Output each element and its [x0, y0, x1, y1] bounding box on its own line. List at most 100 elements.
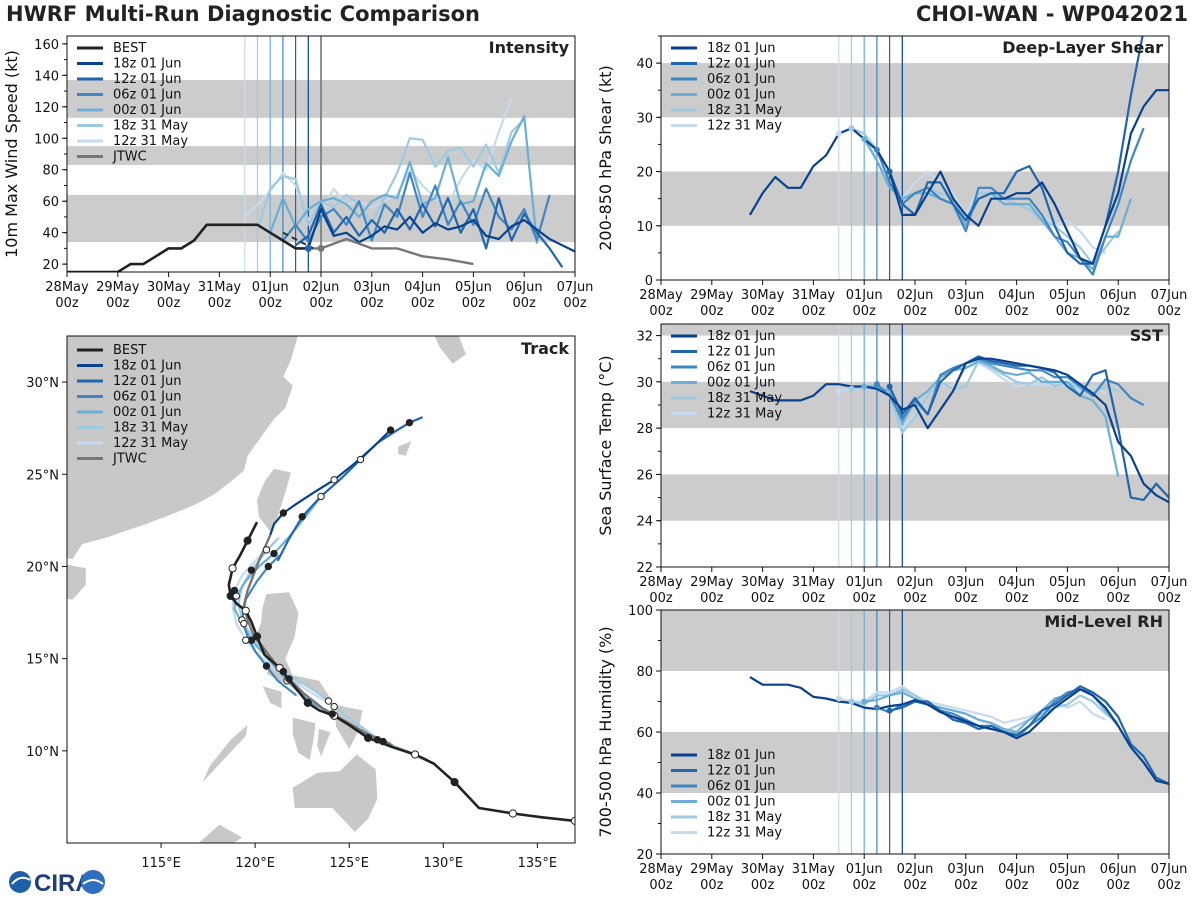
mindoro-island	[262, 686, 282, 709]
shear-ytick-label: 10	[636, 220, 653, 235]
shear-ytick-label: 20	[636, 166, 653, 181]
rh-xtick-label-hour: 00z	[802, 878, 826, 893]
track-xtick-label: 130°E	[424, 856, 464, 871]
track-best-marker	[570, 816, 575, 825]
track-forecast-marker-12z-31-may	[230, 586, 239, 595]
sst-xtick-label-hour: 00z	[700, 591, 724, 606]
track-forecast-marker-12z-31-may	[330, 702, 338, 711]
sst-band-0	[661, 474, 1169, 521]
track-xtick-label: 125°E	[329, 856, 369, 871]
shear-legend-label-12z-31-may: 12z 31 May	[707, 119, 782, 134]
track-legend-label-jtwc: JTWC	[112, 452, 147, 467]
track-forecast-marker-18z-01-jun	[279, 509, 288, 517]
track-forecast-marker-18z-31-may	[279, 667, 288, 676]
intensity-xtick-label-hour: 00z	[309, 296, 333, 311]
sst-ytick-label: 32	[636, 330, 653, 345]
rh-xtick-label-hour: 00z	[1107, 878, 1131, 893]
shear-start-marker-12z-01-jun	[886, 168, 893, 175]
track-forecast-marker-06z-01-jun	[262, 662, 271, 670]
sst-legend-label-18z-31-may: 18z 31 May	[707, 391, 782, 406]
sst-start-marker-18z-31-may	[848, 385, 855, 392]
logo-emblem-icon	[81, 870, 105, 894]
sst-xtick-label-hour: 00z	[649, 591, 673, 606]
rh-series-12z-31-may	[838, 685, 1106, 725]
track-series-18z-01-jun	[269, 429, 392, 536]
shear-legend-label-18z-01-jun: 18z 01 Jun	[707, 41, 776, 56]
shear-panel-title: Deep-Layer Shear	[1002, 38, 1163, 57]
intensity-legend-label-18z-01-jun: 18z 01 Jun	[113, 57, 182, 72]
shear-legend-label-00z-01-jun: 00z 01 Jun	[707, 88, 776, 103]
rh-xtick-label-day: 03Jun	[947, 862, 984, 877]
track-forecast-marker-00z-01-jun	[328, 710, 336, 718]
shear-xtick-label-day: 06Jun	[1100, 288, 1137, 303]
rh-series-18z-01-jun	[749, 676, 1169, 785]
intensity-ytick-label: 160	[34, 38, 59, 53]
intensity-panel: 2040608010012014016028May00z29May00z30Ma…	[2, 35, 593, 311]
rh-ytick-label: 20	[636, 848, 653, 863]
intensity-xtick-label-hour: 00z	[462, 296, 486, 311]
track-ytick-label: 15°N	[26, 653, 59, 668]
intensity-ytick-label: 100	[34, 132, 59, 147]
track-best-marker	[252, 632, 262, 641]
intensity-xtick-label-day: 03Jun	[353, 280, 390, 295]
shear-start-marker-00z-01-jun	[861, 136, 868, 143]
intensity-series-12z-31-may	[244, 97, 513, 222]
rh-ytick-label: 60	[636, 726, 653, 741]
intensity-series-18z-31-may	[256, 118, 525, 230]
rh-start-marker-00z-01-jun	[861, 698, 868, 705]
track-series-06z-01-jun	[240, 554, 298, 697]
rh-legend-label-06z-01-jun: 06z 01 Jun	[707, 779, 776, 794]
sst-xtick-label-hour: 00z	[954, 591, 978, 606]
intensity-xtick-label-day: 31May	[198, 280, 242, 295]
intensity-panel-title: Intensity	[489, 38, 570, 57]
rh-panel: 2040608010028May00z29May00z30May00z31May…	[596, 604, 1187, 893]
sst-xtick-label-day: 03Jun	[947, 575, 984, 590]
track-ytick-label: 20°N	[26, 560, 59, 575]
rh-xtick-label-hour: 00z	[954, 878, 978, 893]
sst-xtick-label-hour: 00z	[1107, 591, 1131, 606]
shear-ytick-label: 30	[636, 111, 653, 126]
shear-start-marker-12z-31-may	[835, 130, 842, 137]
intensity-series-00z-01-jun	[269, 115, 538, 244]
rh-ylabel: 700-500 hPa Humidity (%)	[596, 626, 615, 837]
track-best-marker	[228, 564, 237, 573]
track-forecast-marker-18z-01-jun	[386, 426, 395, 434]
samar-leyte-island	[334, 704, 363, 749]
track-best-marker	[243, 536, 252, 545]
intensity-best-dashed	[282, 231, 314, 250]
sst-ylabel: Sea Surface Temp (°C)	[596, 355, 615, 535]
intensity-series-jtwc	[308, 237, 474, 266]
shear-series-06z-01-jun	[875, 127, 1145, 276]
land-masses	[67, 336, 466, 843]
shear-xtick-label-hour: 00z	[954, 304, 978, 319]
shear-ylabel: 200-850 hPa Shear (kt)	[596, 65, 615, 251]
intensity-xtick-label-hour: 00z	[208, 296, 232, 311]
cebu-island	[317, 728, 331, 757]
rh-ytick-label: 100	[628, 604, 653, 619]
rh-ytick-label: 40	[636, 787, 653, 802]
intensity-ytick-label: 120	[34, 101, 59, 116]
sst-legend-label-12z-31-may: 12z 31 May	[707, 407, 782, 422]
rh-xtick-label-hour: 00z	[853, 878, 877, 893]
rh-xtick-label-day: 29May	[690, 862, 734, 877]
shear-xtick-label-day: 03Jun	[947, 288, 984, 303]
shear-xtick-label-hour: 00z	[1157, 304, 1181, 319]
track-forecast-marker-12z-01-jun	[298, 512, 306, 521]
intensity-ytick-label: 140	[34, 69, 59, 84]
rh-start-marker-12z-01-jun	[886, 707, 893, 714]
intensity-xtick-label-day: 28May	[45, 280, 89, 295]
track-forecast-marker-12z-31-may	[379, 737, 387, 746]
sst-ytick-label: 22	[636, 561, 653, 576]
sst-xtick-label-day: 07Jun	[1151, 575, 1188, 590]
mainland-china	[67, 336, 298, 560]
shear-xtick-label-day: 02Jun	[897, 288, 934, 303]
rh-band-0	[661, 732, 1169, 793]
shear-xtick-label-hour: 00z	[853, 304, 877, 319]
rh-ytick-label: 80	[636, 665, 653, 680]
sst-start-marker-06z-01-jun	[873, 381, 880, 388]
rh-xtick-label-day: 01Jun	[846, 862, 883, 877]
rh-legend-label-18z-01-jun: 18z 01 Jun	[707, 748, 776, 763]
shear-series-18z-01-jun	[748, 89, 1169, 265]
intensity-xtick-label-hour: 00z	[513, 296, 537, 311]
